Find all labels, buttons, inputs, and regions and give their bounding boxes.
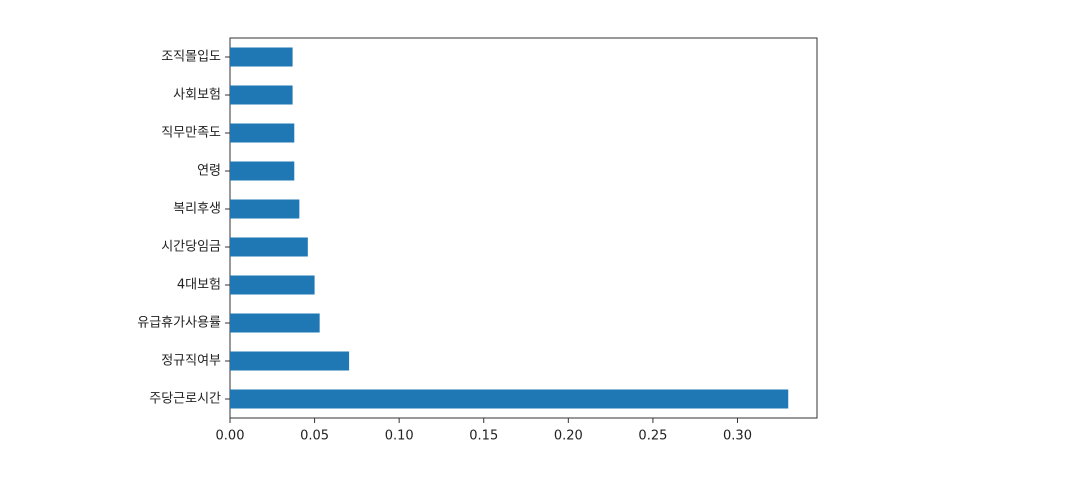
- y-tick-label: 주당근로시간: [149, 392, 221, 407]
- x-tick-label: 0.15: [469, 429, 498, 444]
- bar: [230, 275, 315, 295]
- y-tick-label: 조직몰입도: [161, 50, 221, 65]
- y-tick-label: 복리후생: [173, 202, 221, 217]
- bar: [230, 389, 789, 409]
- y-tick-label: 직무만족도: [161, 126, 221, 141]
- y-tick-label: 정규직여부: [161, 354, 221, 369]
- y-tick-label: 유급휴가사용률: [137, 316, 221, 331]
- x-tick-label: 0.20: [554, 429, 583, 444]
- y-tick-label: 시간당임금: [161, 240, 221, 255]
- plot-frame: [229, 37, 818, 419]
- y-tick-label: 연령: [197, 164, 221, 179]
- x-tick-label: 0.00: [216, 429, 245, 444]
- x-tick-label: 0.30: [723, 429, 752, 444]
- bar: [230, 351, 350, 371]
- bar: [230, 237, 308, 257]
- y-tick-label: 4대보험: [177, 278, 221, 293]
- x-tick-label: 0.05: [300, 429, 329, 444]
- bar: [230, 47, 293, 67]
- y-tick-label: 사회보험: [173, 88, 221, 103]
- bar: [230, 313, 320, 333]
- bar: [230, 85, 293, 105]
- bar: [230, 161, 295, 181]
- bar: [230, 123, 295, 143]
- bar: [230, 199, 300, 219]
- x-tick-label: 0.10: [385, 429, 414, 444]
- x-tick-label: 0.25: [638, 429, 667, 444]
